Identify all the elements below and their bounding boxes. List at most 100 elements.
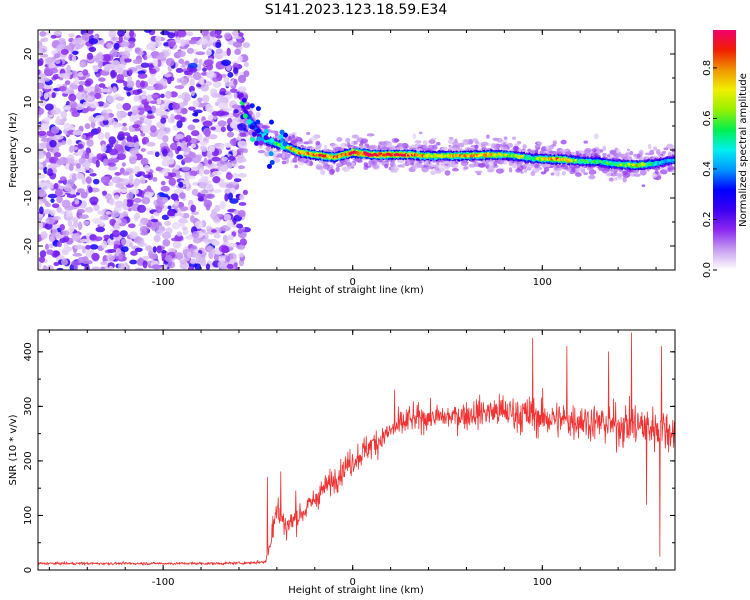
heatmap-halo-blob xyxy=(624,155,632,162)
heatmap-noise-blob xyxy=(60,118,66,124)
heatmap-noise-blob xyxy=(205,183,214,191)
heatmap-noise-blob xyxy=(50,34,57,39)
heatmap-noise-blob xyxy=(160,30,171,36)
heatmap-noise-blob xyxy=(150,125,157,133)
heatmap-halo-blob xyxy=(576,153,582,157)
heatmap-halo-blob xyxy=(345,138,351,143)
heatmap-transition-blob xyxy=(268,151,274,157)
heatmap-noise-blob xyxy=(50,126,60,134)
heatmap-noise-blob xyxy=(167,210,175,217)
heatmap-noise-blob xyxy=(141,197,151,205)
heatmap-noise-blob xyxy=(84,152,90,160)
heatmap-noise-blob xyxy=(187,124,196,131)
heatmap-noise-blob xyxy=(129,136,136,143)
heatmap-noise-blob xyxy=(129,231,138,240)
heatmap-noise-blob xyxy=(213,188,222,194)
heatmap-halo-blob xyxy=(324,145,328,149)
heatmap-noise-blob xyxy=(181,212,190,219)
heatmap-halo-blob xyxy=(545,164,550,168)
heatmap-halo-blob xyxy=(486,134,490,139)
heatmap-halo-blob xyxy=(452,141,460,147)
heatmap-halo-blob xyxy=(320,169,326,176)
heatmap-noise-blob xyxy=(86,139,94,147)
heatmap-noise-blob xyxy=(119,56,125,65)
heatmap-noise-blob xyxy=(92,64,99,73)
heatmap-halo-blob xyxy=(393,138,400,143)
heatmap-noise-blob xyxy=(54,59,61,65)
snr-ytick-label: 100 xyxy=(23,506,34,525)
heatmap-noise-blob xyxy=(169,142,179,151)
heatmap-noise-blob xyxy=(50,198,55,203)
heatmap-noise-blob xyxy=(76,208,85,214)
heatmap-noise-blob xyxy=(92,178,100,185)
heatmap-halo-blob xyxy=(561,171,566,176)
heatmap-noise-blob xyxy=(243,148,249,154)
heatmap-noise-blob xyxy=(216,213,223,218)
heatmap-noise-blob xyxy=(137,51,144,56)
heatmap-noise-blob xyxy=(40,137,51,143)
heatmap-noise-blob xyxy=(69,224,75,233)
heatmap-noise-blob xyxy=(142,174,152,179)
heatmap-halo-blob xyxy=(315,165,324,171)
heatmap-noise-blob xyxy=(143,55,148,61)
heatmap-halo-blob xyxy=(559,148,568,152)
heatmap-halo-blob xyxy=(382,140,388,147)
heatmap-noise-blob xyxy=(117,30,125,37)
heatmap-halo-blob xyxy=(441,146,448,151)
heatmap-noise-blob xyxy=(233,109,239,114)
heatmap-noise-blob xyxy=(103,214,109,220)
heatmap-noise-blob xyxy=(150,94,159,99)
heatmap-halo-blob xyxy=(564,165,569,170)
heatmap-noise-blob xyxy=(186,251,192,259)
heatmap-halo-blob xyxy=(616,172,622,176)
heatmap-ridge-cell xyxy=(242,106,246,110)
heatmap-noise-blob xyxy=(93,203,100,212)
heatmap-noise-blob xyxy=(132,59,143,65)
heatmap-noise-blob xyxy=(60,210,65,215)
heatmap-halo-blob xyxy=(520,171,524,174)
heatmap-noise-blob xyxy=(111,37,116,41)
heatmap-noise-blob xyxy=(237,173,248,178)
heatmap-noise-blob xyxy=(54,188,63,197)
heatmap-noise-blob xyxy=(72,184,78,190)
heatmap-noise-blob xyxy=(188,106,196,111)
spectrogram-ylabel: Frequency (Hz) xyxy=(8,112,19,188)
heatmap-halo-blob xyxy=(534,144,541,149)
heatmap-halo-blob xyxy=(626,148,631,152)
heatmap-noise-blob xyxy=(39,250,47,258)
heatmap-halo-blob xyxy=(482,147,488,151)
heatmap-halo-blob xyxy=(523,163,527,168)
heatmap-noise-blob xyxy=(212,175,221,184)
heatmap-noise-blob xyxy=(185,31,194,37)
heatmap-noise-blob xyxy=(107,157,117,163)
heatmap-noise-blob xyxy=(139,176,146,185)
heatmap-noise-blob xyxy=(121,162,126,167)
heatmap-noise-blob xyxy=(110,69,117,78)
heatmap-noise-blob xyxy=(111,176,122,184)
heatmap-noise-blob xyxy=(177,50,186,58)
heatmap-noise-blob xyxy=(50,109,57,115)
heatmap-halo-blob xyxy=(583,140,588,144)
heatmap-halo-blob xyxy=(434,167,440,171)
heatmap-halo-blob xyxy=(474,170,483,174)
heatmap-noise-blob xyxy=(49,139,57,148)
heatmap-noise-blob xyxy=(154,35,162,43)
heatmap-noise-blob xyxy=(223,78,229,83)
heatmap-noise-blob xyxy=(38,173,46,179)
heatmap-noise-blob xyxy=(199,168,204,177)
heatmap-noise-blob xyxy=(220,245,230,254)
heatmap-halo-blob xyxy=(335,166,340,173)
heatmap-noise-blob xyxy=(121,126,128,131)
heatmap-transition-blob xyxy=(241,97,247,103)
heatmap-noise-blob xyxy=(100,176,111,185)
heatmap-noise-blob xyxy=(148,250,154,258)
heatmap-noise-blob xyxy=(154,83,164,91)
heatmap-noise-blob xyxy=(167,41,176,47)
heatmap-halo-blob xyxy=(649,149,655,156)
spectrogram-ytick-label: -20 xyxy=(23,238,34,254)
heatmap-noise-blob xyxy=(212,77,219,82)
heatmap-noise-blob xyxy=(38,107,45,116)
heatmap-noise-blob xyxy=(160,93,165,99)
heatmap-noise-blob xyxy=(186,74,194,79)
